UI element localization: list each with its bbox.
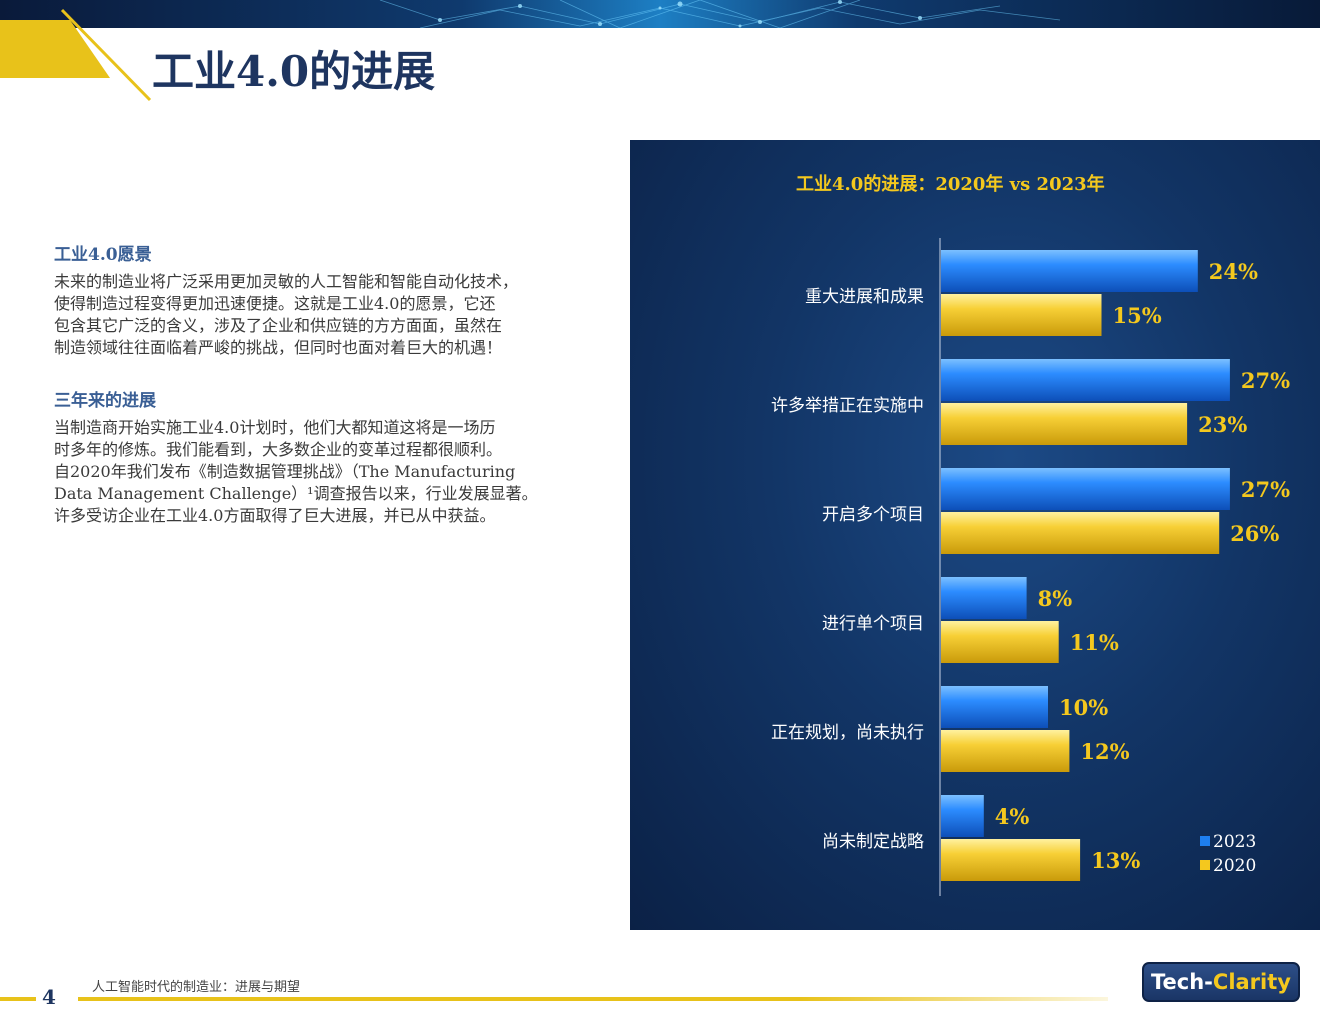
legend-swatch-2020 (1200, 860, 1210, 870)
bar-2023 (941, 250, 1198, 292)
bar-2023 (941, 577, 1027, 619)
legend-swatch-2023 (1200, 836, 1210, 846)
category-label: 尚未制定战略 (822, 832, 924, 852)
section-body: 当制造商开始实施工业4.0计划时，他们大都知道这将是一场历 时多年的修炼。我们能… (54, 417, 594, 527)
body-line: 制造领域往往面临着严峻的挑战，但同时也面对着巨大的机遇！ (54, 338, 503, 357)
chart-title: 工业4.0的进展：2020年 vs 2023年 (796, 173, 1105, 195)
footer-line (78, 997, 1108, 1001)
logo-part2: Clarity (1212, 970, 1291, 994)
data-label: 24% (1209, 259, 1258, 284)
data-label: 13% (1091, 848, 1140, 873)
legend-label-2023: 2023 (1213, 832, 1256, 852)
body-line: Data Management Challenge）¹调查报告以来，行业发展显著… (54, 484, 538, 503)
data-label: 27% (1241, 368, 1290, 393)
footer-text: 人工智能时代的制造业：进展与期望 (92, 980, 301, 995)
data-label: 11% (1070, 630, 1119, 655)
data-label: 4% (995, 804, 1030, 829)
section-heading: 工业4.0愿景 (54, 245, 152, 265)
top-banner (0, 0, 1320, 28)
bar-2023 (941, 686, 1048, 728)
page-title: 工业4.0的进展 (152, 47, 436, 96)
body-line: 未来的制造业将广泛采用更加灵敏的人工智能和智能自动化技术， (54, 272, 519, 291)
page-number: 4 (42, 985, 56, 1009)
data-label: 23% (1198, 412, 1247, 437)
data-label: 15% (1113, 303, 1162, 328)
bar-2020 (941, 403, 1188, 445)
section-vision: 工业4.0愿景 未来的制造业将广泛采用更加灵敏的人工智能和智能自动化技术， 使得… (54, 240, 594, 359)
section-heading: 三年来的进展 (54, 391, 156, 411)
body-line: 许多受访企业在工业4.0方面取得了巨大进展，并已从中获益。 (54, 506, 496, 525)
category-label: 正在规划，尚未执行 (771, 723, 924, 743)
legend: 2023 2020 (1200, 832, 1256, 876)
body-line: 时多年的修炼。我们能看到，大多数企业的变革过程都很顺利。 (54, 440, 503, 459)
logo-part1: Tech- (1151, 970, 1213, 994)
section-body: 未来的制造业将广泛采用更加灵敏的人工智能和智能自动化技术， 使得制造过程变得更加… (54, 271, 594, 359)
data-label: 12% (1080, 739, 1129, 764)
category-label: 许多举措正在实施中 (771, 396, 924, 416)
bar-2020 (941, 294, 1102, 336)
body-line: 当制造商开始实施工业4.0计划时，他们大都知道这将是一场历 (54, 418, 496, 437)
bar-chart: 工业4.0的进展：2020年 vs 2023年 重大进展和成果 24% 15% 许多举… (771, 173, 1290, 896)
data-label: 27% (1241, 477, 1290, 502)
bar-2023 (941, 468, 1230, 510)
chart-panel: 工业4.0的进展：2020年 vs 2023年 重大进展和成果 24% 15% 许多举… (630, 140, 1320, 930)
bar-2023 (941, 359, 1230, 401)
body-line: 自2020年我们发布《制造数据管理挑战》（The Manufacturing (54, 462, 516, 481)
bar-2023 (941, 795, 984, 837)
body-line: 包含其它广泛的含义，涉及了企业和供应链的方方面面，虽然在 (54, 316, 503, 335)
bar-2020 (941, 730, 1070, 772)
data-label: 26% (1230, 521, 1279, 546)
network-pattern (379, 0, 1061, 28)
data-label: 10% (1059, 695, 1108, 720)
bar-2020 (941, 839, 1081, 881)
yellow-corner-accent (0, 8, 152, 102)
legend-label-2020: 2020 (1213, 856, 1256, 876)
section-progress: 三年来的进展 当制造商开始实施工业4.0计划时，他们大都知道这将是一场历 时多年… (54, 386, 594, 527)
tech-clarity-logo[interactable]: Tech-Clarity (1142, 962, 1300, 1002)
footer-accent (0, 997, 36, 1001)
bar-2020 (941, 621, 1059, 663)
category-label: 开启多个项目 (822, 505, 924, 525)
category-label: 进行单个项目 (822, 614, 924, 634)
body-line: 使得制造过程变得更加迅速便捷。这就是工业4.0的愿景，它还 (54, 294, 496, 313)
data-label: 8% (1038, 586, 1073, 611)
bar-2020 (941, 512, 1220, 554)
category-label: 重大进展和成果 (805, 287, 924, 307)
